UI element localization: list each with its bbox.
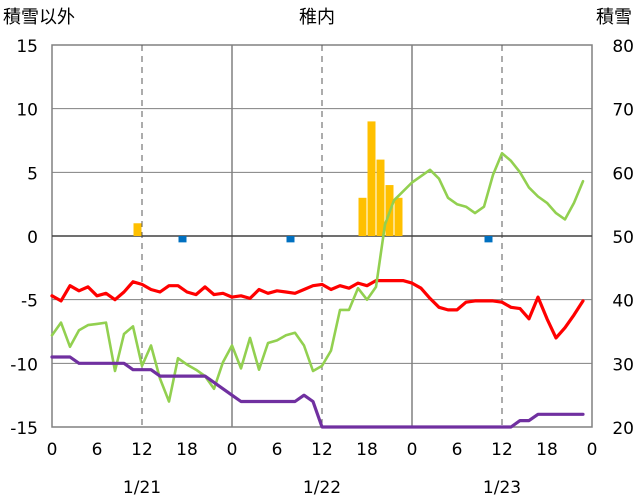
green-line-line: [50, 151, 585, 403]
x-tick-label: 0: [587, 440, 598, 460]
right-tick-label: 80: [612, 37, 634, 57]
x-tick-label: 6: [92, 440, 103, 460]
snowfall-bar: [367, 121, 376, 236]
x-axis-ticks: 0 6 12 18 0 6 12 18 0 6 12 18 0: [47, 440, 598, 460]
right-tick-label: 50: [612, 228, 634, 248]
date-label: 1/22: [303, 478, 341, 498]
right-tick-label: 20: [612, 419, 634, 439]
snowfall-bar: [376, 159, 385, 236]
negative-bar: [178, 236, 187, 243]
date-label: 1/21: [123, 478, 161, 498]
x-tick-label: 12: [131, 440, 153, 460]
chart-title: 稚内: [299, 7, 335, 28]
x-tick-label: 12: [311, 440, 333, 460]
snowfall-bar: [358, 197, 367, 236]
left-axis-title: 積雪以外: [3, 7, 75, 28]
right-axis-title: 積雪: [596, 7, 632, 28]
x-tick-label: 18: [356, 440, 378, 460]
negative-bar: [286, 236, 295, 243]
temperature-line: [50, 279, 585, 340]
left-tick-label: 10: [16, 101, 38, 121]
x-tick-label: 0: [47, 440, 58, 460]
left-tick-label: -5: [21, 292, 38, 312]
right-tick-label: 30: [612, 355, 634, 375]
x-tick-label: 6: [452, 440, 463, 460]
right-axis-ticks: 80 70 60 50 40 30 20: [612, 37, 634, 439]
x-tick-label: 0: [227, 440, 238, 460]
x-tick-label: 18: [176, 440, 198, 460]
left-tick-label: 0: [27, 228, 38, 248]
right-tick-label: 40: [612, 292, 634, 312]
x-tick-label: 12: [491, 440, 513, 460]
date-label: 1/23: [483, 478, 521, 498]
left-tick-label: 5: [27, 164, 38, 184]
left-axis-ticks: 15 10 5 0 -5 -10 -15: [10, 37, 38, 439]
snow-depth-line: [50, 355, 585, 429]
x-tick-label: 0: [407, 440, 418, 460]
x-tick-label: 6: [272, 440, 283, 460]
snowfall-bar: [133, 223, 142, 236]
right-tick-label: 70: [612, 101, 634, 121]
x-tick-label: 18: [536, 440, 558, 460]
date-labels: 1/21 1/22 1/23: [123, 478, 521, 498]
left-tick-label: -15: [10, 419, 38, 439]
left-tick-label: -10: [10, 355, 38, 375]
left-tick-label: 15: [16, 37, 38, 57]
bars-layer: [133, 121, 493, 243]
snowfall-bar: [394, 197, 403, 236]
lines-layer: [50, 151, 585, 429]
negative-bar: [484, 236, 493, 243]
right-tick-label: 60: [612, 164, 634, 184]
